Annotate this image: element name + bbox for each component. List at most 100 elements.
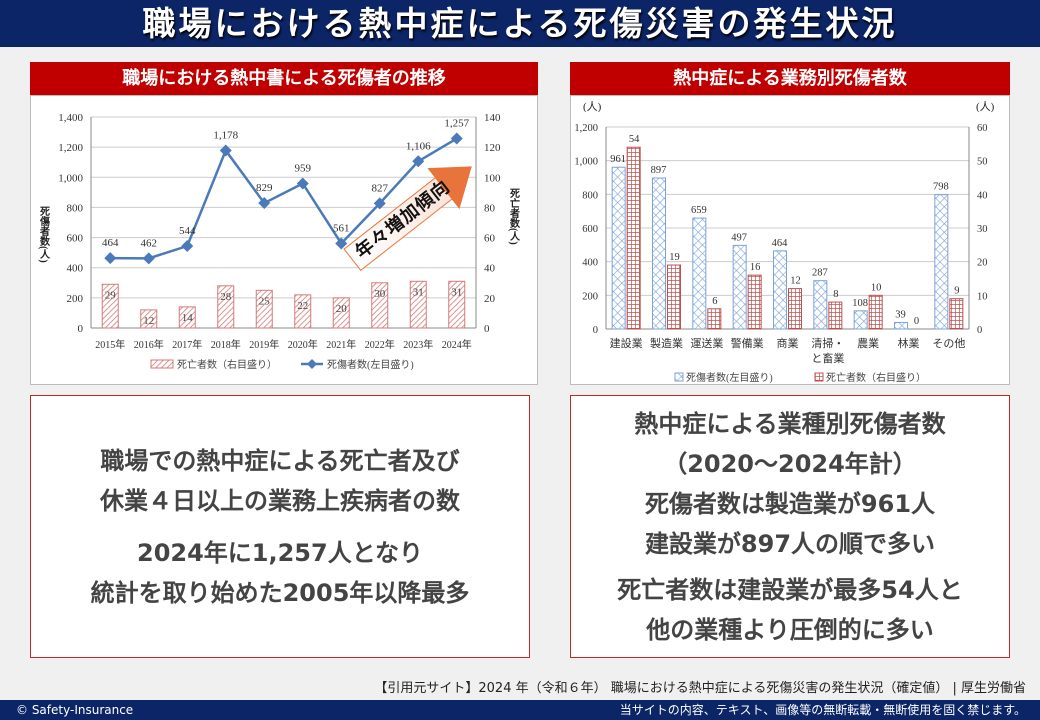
death-bar: [448, 280, 466, 329]
usage-notice: 当サイトの内容、テキスト、画像等の無断転載・無断使用を固く禁じます。: [619, 703, 1026, 717]
casualty-bar: [813, 280, 828, 330]
casualty-bar: [773, 250, 787, 330]
casualty-bar: [853, 310, 868, 330]
casualty-point: [181, 240, 194, 253]
y-tick-label: 1,000: [574, 157, 598, 168]
y2-tick-label: 100: [484, 172, 501, 184]
page-title: 職場における熱中症による死傷災害の発生状況: [0, 0, 1040, 47]
line-data-label: 544: [179, 225, 196, 237]
bar-data-label: 31: [451, 286, 462, 298]
bar-data-label: 16: [750, 262, 761, 273]
x-tick-label: 2015年: [95, 338, 125, 351]
casualty-point: [450, 132, 463, 145]
bar-data-label: 28: [220, 291, 232, 303]
x-tick-label: と畜業: [811, 351, 844, 365]
bar-data-label: 0: [914, 316, 919, 327]
casualty-point: [373, 197, 386, 210]
casualty-bar: [652, 177, 666, 330]
y-tick-label: 800: [582, 190, 598, 201]
bar-data-label: 287: [812, 268, 828, 279]
casualty-bar: [692, 217, 707, 330]
bar-data-label: 6: [712, 296, 717, 307]
y2-tick-label: 30: [977, 224, 988, 235]
bar-data-label: 659: [691, 205, 707, 216]
bar-data-label: 30: [374, 288, 386, 300]
death-bar: [707, 308, 722, 330]
casualty-point: [104, 252, 117, 265]
y-tick-label: 0: [78, 323, 84, 335]
trend-chart-svg: 0 200 400 600 800 1,000 1,200 1,400 0 20 40 60 80 100…: [38, 112, 521, 371]
x-tick-label: 2019年: [249, 338, 279, 351]
y2-tick-label: 20: [484, 293, 496, 305]
summary-line: 建設業が897人の順で多い: [644, 529, 936, 558]
y2-tick-label: 0: [977, 325, 982, 336]
death-bar: [178, 306, 196, 329]
legend-label: 死傷者数(左目盛り): [686, 371, 773, 384]
death-bar: [949, 298, 964, 330]
line-data-label: 1,257: [444, 118, 469, 130]
bar-data-label: 497: [731, 232, 747, 243]
casualty-point: [335, 237, 348, 250]
death-bar: [409, 280, 427, 329]
x-tick-label: 林業: [898, 336, 920, 350]
y-tick-label: 200: [67, 293, 84, 305]
death-bar: [868, 294, 883, 330]
y-tick-label: 200: [582, 291, 598, 302]
death-bar: [667, 264, 681, 330]
summary-line: 統計を取り始めた2005年以降最多: [90, 578, 470, 607]
y2-tick-label: 20: [977, 258, 988, 269]
bar-data-label: 798: [933, 182, 949, 193]
death-bar: [747, 274, 762, 330]
x-tick-label: その他: [932, 337, 965, 350]
bar-data-label: 39: [895, 309, 906, 320]
y2-tick-label: 60: [484, 233, 496, 245]
bar-data-label: 10: [871, 282, 882, 293]
casualty-point: [219, 144, 232, 157]
x-tick-label: 2017年: [172, 338, 202, 351]
line-data-label: 462: [141, 237, 158, 249]
x-tick-label: 2020年: [288, 338, 318, 351]
trend-chart: 0 200 400 600 800 1,000 1,200 1,400 0 20 40 60 80 100…: [30, 95, 538, 385]
death-bar: [626, 146, 641, 330]
summary-line: 職場での熱中症による死亡者及び: [100, 446, 460, 475]
bar-data-label: 9: [954, 286, 959, 297]
x-tick-label: 運送業: [690, 336, 723, 350]
summary-line: 他の業種より圧倒的に多い: [646, 615, 934, 644]
death-bar: [828, 301, 843, 330]
bar-data-label: 8: [833, 289, 838, 300]
bar-data-label: 12: [790, 276, 801, 287]
y2-axis-title: 死亡者数(人): [508, 188, 521, 245]
line-data-label: 561: [333, 222, 350, 234]
y-tick-label: 1,000: [58, 172, 83, 184]
y2-tick-label: 120: [484, 142, 501, 154]
y-axis-title: (人): [583, 100, 602, 113]
bar-data-label: 29: [105, 289, 117, 301]
summary-line: 死傷者数は製造業が961人: [644, 489, 936, 518]
bar-data-label: 25: [259, 295, 271, 307]
bar-data-label: 464: [772, 238, 789, 249]
y2-tick-label: 80: [484, 202, 496, 214]
left-chart-heading: 職場における熱中書による死傷者の推移: [30, 62, 538, 95]
bar-data-label: 897: [651, 165, 667, 176]
legend-label: 死亡者数（右目盛り）: [826, 371, 926, 384]
legend-swatch-marker: [307, 359, 317, 369]
bar-data-label: 31: [413, 286, 424, 298]
summary-line: 熱中症による業種別死傷者数: [634, 409, 946, 438]
death-bar: [140, 309, 158, 329]
x-tick-label: 2023年: [403, 338, 433, 351]
casualty-point: [258, 197, 271, 210]
bar-data-label: 19: [669, 252, 680, 263]
y2-tick-label: 140: [484, 112, 501, 124]
y2-tick-label: 10: [977, 291, 988, 302]
death-bar: [217, 285, 235, 329]
industry-chart-svg: 02004006008001,0001,2000102030405060建設業9…: [574, 100, 994, 384]
summary-line: 2024年に1,257人となり: [137, 538, 423, 567]
x-tick-label: 2024年: [442, 338, 472, 351]
death-bar: [255, 289, 273, 329]
casualty-bar: [894, 321, 908, 330]
death-bar: [371, 282, 389, 329]
death-bar: [332, 297, 350, 329]
casualty-point: [142, 252, 155, 265]
y2-tick-label: 60: [977, 123, 988, 134]
summary-line: 死亡者数は建設業が最多54人と: [617, 575, 963, 604]
